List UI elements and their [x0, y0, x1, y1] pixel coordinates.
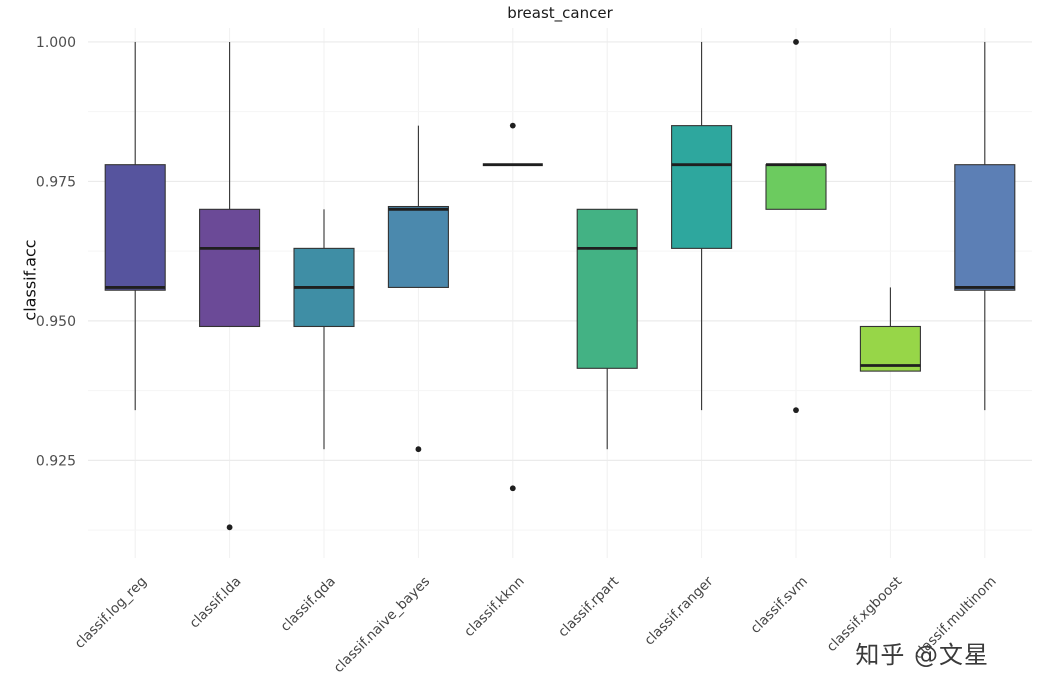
box-classif.rpart [576, 208, 638, 369]
outlier-point [226, 524, 233, 531]
x-tick-label: classif.lda [187, 574, 245, 632]
x-tick-label: classif.rpart [555, 574, 622, 641]
x-tick-label: classif.log_reg [72, 574, 150, 652]
box-classif.log_reg [104, 164, 166, 291]
x-tick-label: classif.ranger [641, 573, 716, 648]
chart-title: breast_cancer [507, 4, 613, 22]
outlier-point [793, 39, 799, 45]
x-tick-label: classif.naive_bayes [331, 574, 434, 677]
box-classif.ranger [671, 125, 733, 249]
y-tick-label: 0.975 [36, 174, 76, 190]
y-tick-label: 0.950 [36, 314, 76, 330]
outlier-point [509, 122, 516, 129]
y-tick-label: 1.000 [36, 35, 76, 51]
outlier-point [509, 485, 516, 492]
x-tick-label: classif.qda [277, 574, 338, 635]
watermark-text: 知乎 @文星 [855, 641, 989, 669]
x-tick-label: classif.kknn [461, 574, 528, 641]
box-classif.multinom [954, 164, 1016, 291]
box-classif.svm [765, 164, 827, 210]
outlier-point [793, 407, 799, 414]
outlier-point [415, 446, 422, 453]
x-tick-label: classif.svm [748, 574, 811, 637]
y-tick-label: 0.925 [36, 453, 76, 469]
box-classif.naive_bayes [387, 205, 449, 288]
box-classif.xgboost [859, 325, 921, 372]
box-classif.lda [199, 208, 261, 328]
